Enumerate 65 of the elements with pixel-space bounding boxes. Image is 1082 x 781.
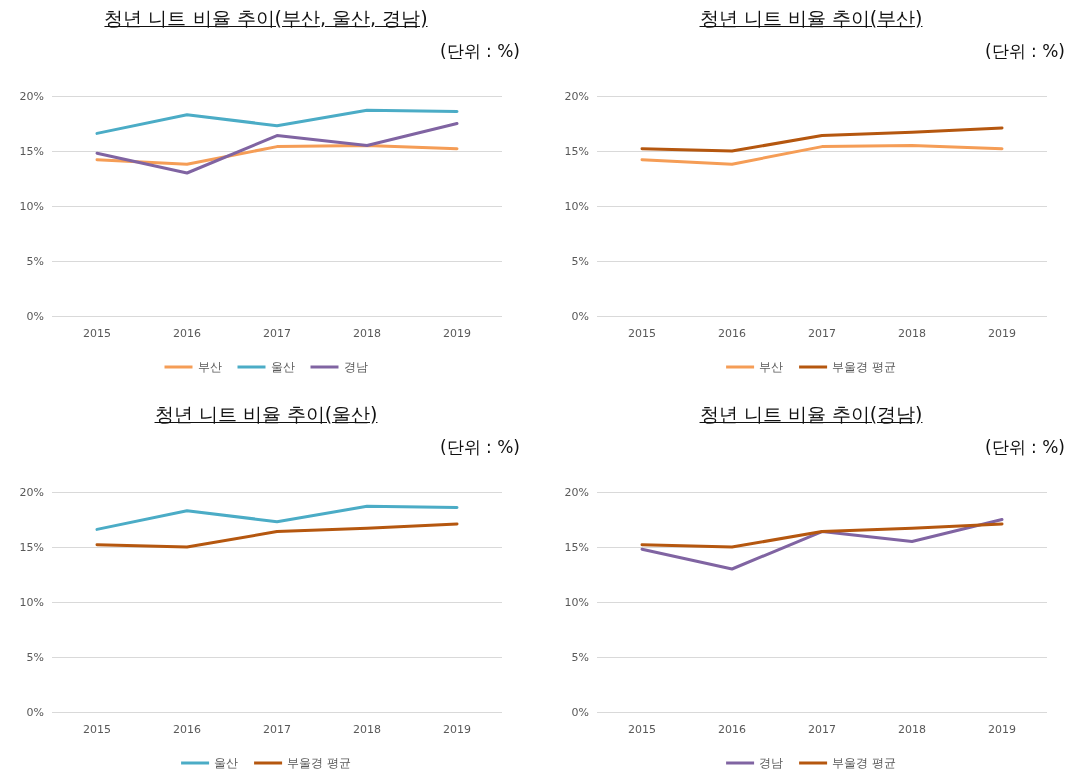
x-tick-label: 2016 bbox=[173, 327, 201, 340]
x-tick-label: 2017 bbox=[808, 723, 836, 736]
y-tick-label: 15% bbox=[19, 540, 44, 554]
x-tick-label: 2018 bbox=[898, 327, 926, 340]
x-tick-label: 2019 bbox=[443, 327, 471, 340]
x-tick-label: 2015 bbox=[628, 327, 656, 340]
y-tick-label: 0% bbox=[571, 309, 589, 323]
x-tick-label: 2017 bbox=[263, 327, 291, 340]
x-tick-label: 2018 bbox=[898, 723, 926, 736]
x-tick-label: 2015 bbox=[83, 723, 111, 736]
line-series bbox=[640, 522, 1004, 549]
x-tick-label: 2017 bbox=[263, 723, 291, 736]
y-tick-label: 15% bbox=[19, 144, 44, 158]
x-tick-label: 2018 bbox=[353, 327, 381, 340]
chart-title: 청년 니트 비율 추이(부산) bbox=[698, 6, 924, 31]
y-tick-label: 20% bbox=[564, 89, 589, 103]
legend-label: 경남 bbox=[343, 360, 368, 374]
y-tick-label: 15% bbox=[564, 540, 589, 554]
text: (단위 : %) bbox=[984, 40, 1066, 63]
y-tick-label: 20% bbox=[19, 485, 44, 499]
y-tick-label: 10% bbox=[564, 199, 589, 213]
y-tick-label: 20% bbox=[19, 89, 44, 103]
legend-label: 부울경 평균 bbox=[832, 360, 896, 374]
line-series bbox=[95, 122, 459, 175]
line-series bbox=[95, 504, 459, 531]
line-series bbox=[640, 518, 1004, 571]
line-series bbox=[640, 144, 1004, 166]
y-tick-label: 5% bbox=[26, 650, 44, 664]
line-series bbox=[95, 108, 459, 135]
y-tick-label: 5% bbox=[571, 254, 589, 268]
text: (단위 : %) bbox=[439, 40, 521, 63]
x-tick-label: 2015 bbox=[628, 723, 656, 736]
x-tick-label: 2015 bbox=[83, 327, 111, 340]
chart-title: 청년 니트 비율 추이(부산, 울산, 경남) bbox=[103, 6, 429, 31]
legend-label: 부산 bbox=[759, 360, 784, 374]
line-series bbox=[640, 126, 1004, 153]
y-tick-label: 5% bbox=[571, 650, 589, 664]
legend-label: 경남 bbox=[759, 756, 784, 770]
x-tick-label: 2016 bbox=[718, 327, 746, 340]
y-tick-label: 0% bbox=[571, 705, 589, 719]
legend-label: 울산 bbox=[214, 756, 239, 770]
y-tick-label: 15% bbox=[564, 144, 589, 158]
text: (단위 : %) bbox=[984, 436, 1066, 459]
chart-title: 청년 니트 비율 추이(울산) bbox=[153, 402, 379, 427]
text: (단위 : %) bbox=[439, 436, 521, 459]
y-tick-label: 5% bbox=[26, 254, 44, 268]
y-tick-label: 0% bbox=[26, 309, 44, 323]
legend-label: 부산 bbox=[197, 360, 222, 374]
y-tick-label: 10% bbox=[564, 595, 589, 609]
line-series bbox=[95, 522, 459, 549]
x-tick-label: 2019 bbox=[988, 327, 1016, 340]
y-tick-label: 10% bbox=[19, 199, 44, 213]
x-tick-label: 2019 bbox=[988, 723, 1016, 736]
x-tick-label: 2019 bbox=[443, 723, 471, 736]
legend-label: 울산 bbox=[270, 360, 295, 374]
chart-title: 청년 니트 비율 추이(경남) bbox=[698, 402, 924, 427]
x-tick-label: 2016 bbox=[718, 723, 746, 736]
x-tick-label: 2016 bbox=[173, 723, 201, 736]
x-tick-label: 2017 bbox=[808, 327, 836, 340]
y-tick-label: 10% bbox=[19, 595, 44, 609]
y-tick-label: 20% bbox=[564, 485, 589, 499]
legend-label: 부울경 평균 bbox=[832, 756, 896, 770]
y-tick-label: 0% bbox=[26, 705, 44, 719]
x-tick-label: 2018 bbox=[353, 723, 381, 736]
legend-label: 부울경 평균 bbox=[287, 756, 351, 770]
